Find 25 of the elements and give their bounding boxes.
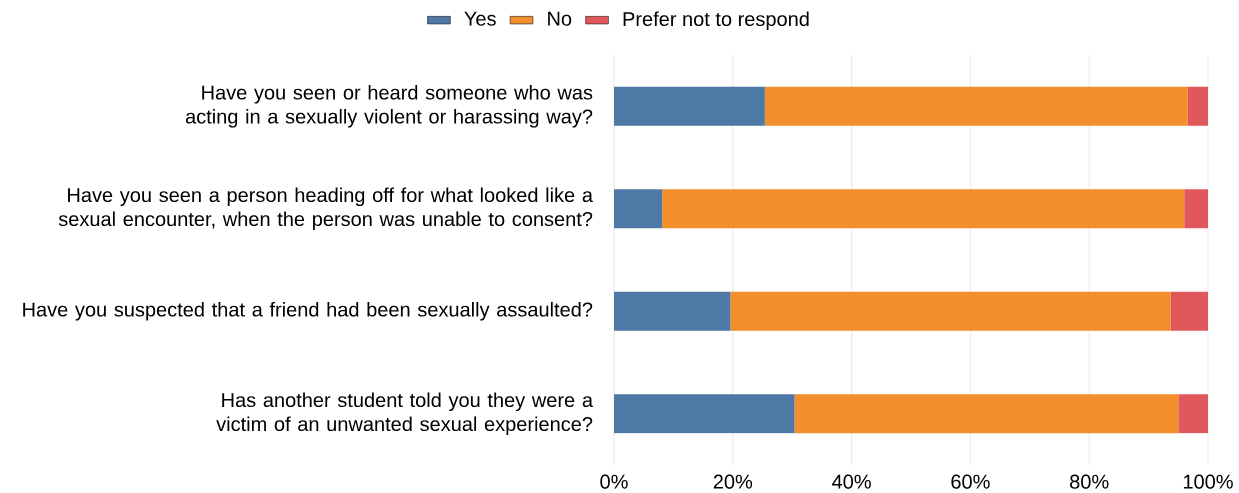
legend-label: Yes bbox=[464, 11, 496, 26]
y-tick-label: Have you suspected that a friend had been sexually assaulted? bbox=[23, 301, 593, 321]
bar bbox=[1184, 189, 1208, 229]
bar bbox=[1178, 394, 1208, 434]
x-tick-label: 20% bbox=[713, 474, 753, 489]
y-tick-label: Have you seen a person heading off for what looked like a sexual encounter, when the person was unable to consent? bbox=[58, 187, 593, 231]
y-tick-label: Has another student told you they were a victim of an unwanted sexual experience? bbox=[216, 392, 594, 436]
x-tick-label: 0% bbox=[600, 474, 628, 489]
bar bbox=[614, 86, 765, 126]
bar bbox=[794, 394, 1179, 434]
bar bbox=[614, 291, 731, 331]
x-tick-label: 60% bbox=[951, 474, 990, 489]
y-tick-label: Have you seen or heard someone who was acting in a sexually violent or harassing way? bbox=[185, 84, 593, 128]
bar bbox=[1187, 86, 1208, 126]
bar bbox=[764, 86, 1188, 126]
bar bbox=[614, 394, 795, 434]
legend-label: Prefer not to respond bbox=[623, 11, 809, 31]
bar bbox=[662, 189, 1185, 229]
bar bbox=[730, 291, 1171, 331]
bar bbox=[1170, 291, 1208, 331]
legend-label: No bbox=[548, 11, 572, 26]
x-tick-label: 80% bbox=[1070, 474, 1109, 489]
bar bbox=[614, 189, 663, 229]
x-tick-label: 100% bbox=[1183, 474, 1233, 489]
x-tick-label: 40% bbox=[832, 474, 871, 489]
